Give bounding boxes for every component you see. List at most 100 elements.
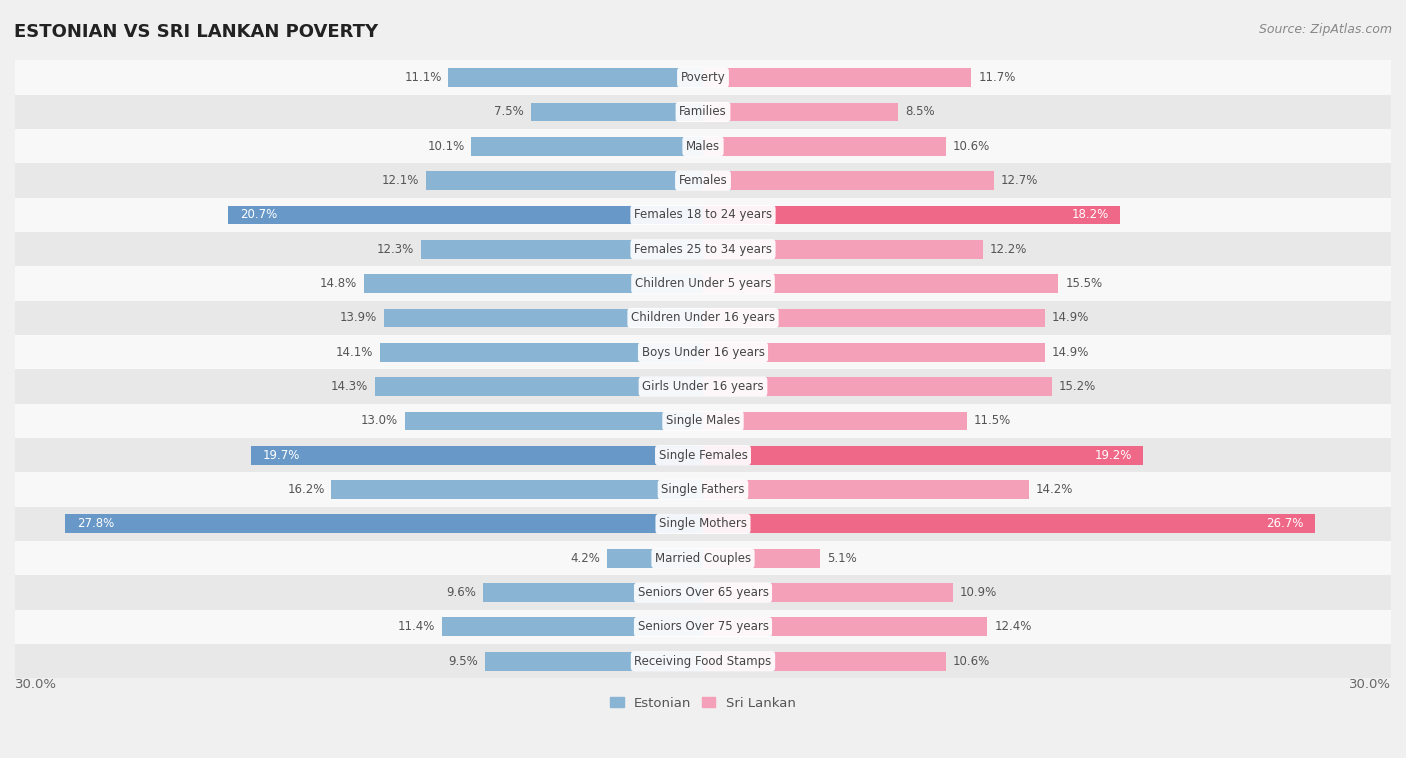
Bar [703,583,953,602]
Text: Single Mothers: Single Mothers [659,518,747,531]
Text: Single Males: Single Males [666,415,740,428]
Text: Seniors Over 75 years: Seniors Over 75 years [637,621,769,634]
Bar [703,377,1052,396]
Bar [703,343,1045,362]
Bar [332,480,703,499]
Text: Families: Families [679,105,727,118]
Bar [482,583,703,602]
Text: 11.1%: 11.1% [404,71,441,84]
Text: 15.2%: 15.2% [1059,380,1095,393]
Bar [15,644,1391,678]
Bar [703,171,994,190]
Bar [15,232,1391,267]
Bar [426,171,703,190]
Text: 12.4%: 12.4% [994,621,1032,634]
Bar [703,515,1316,534]
Text: Females: Females [679,174,727,187]
Bar [485,652,703,671]
Bar [449,68,703,87]
Text: 8.5%: 8.5% [905,105,935,118]
Text: Single Females: Single Females [658,449,748,462]
Bar [15,164,1391,198]
Bar [15,404,1391,438]
Bar [252,446,703,465]
Text: 30.0%: 30.0% [15,678,58,691]
Text: 14.9%: 14.9% [1052,312,1090,324]
Text: 7.5%: 7.5% [495,105,524,118]
Bar [703,652,946,671]
Bar [703,549,820,568]
Text: Children Under 5 years: Children Under 5 years [634,277,772,290]
Text: Females 18 to 24 years: Females 18 to 24 years [634,208,772,221]
Bar [15,267,1391,301]
Bar [441,618,703,637]
Bar [15,438,1391,472]
Text: 10.9%: 10.9% [960,586,997,599]
Text: 10.6%: 10.6% [953,655,990,668]
Text: 19.7%: 19.7% [263,449,299,462]
Text: 4.2%: 4.2% [569,552,600,565]
Text: 20.7%: 20.7% [240,208,277,221]
Text: 13.9%: 13.9% [340,312,377,324]
Bar [703,240,983,258]
Bar [703,274,1059,293]
Bar [364,274,703,293]
Text: 16.2%: 16.2% [287,483,325,496]
Text: Single Fathers: Single Fathers [661,483,745,496]
Bar [420,240,703,258]
Bar [15,541,1391,575]
Text: 18.2%: 18.2% [1071,208,1109,221]
Text: 11.7%: 11.7% [979,71,1015,84]
Bar [15,198,1391,232]
Text: Married Couples: Married Couples [655,552,751,565]
Text: 19.2%: 19.2% [1094,449,1132,462]
Bar [15,609,1391,644]
Text: 14.9%: 14.9% [1052,346,1090,359]
Bar [531,102,703,121]
Text: Source: ZipAtlas.com: Source: ZipAtlas.com [1258,23,1392,36]
Legend: Estonian, Sri Lankan: Estonian, Sri Lankan [605,691,801,715]
Bar [380,343,703,362]
Text: 26.7%: 26.7% [1267,518,1303,531]
Bar [15,301,1391,335]
Bar [703,102,898,121]
Text: ESTONIAN VS SRI LANKAN POVERTY: ESTONIAN VS SRI LANKAN POVERTY [14,23,378,41]
Bar [471,137,703,155]
Bar [15,507,1391,541]
Text: 12.1%: 12.1% [381,174,419,187]
Bar [703,205,1121,224]
Text: 9.6%: 9.6% [446,586,477,599]
Bar [15,129,1391,164]
Bar [66,515,703,534]
Bar [405,412,703,431]
Text: 14.3%: 14.3% [330,380,368,393]
Text: 10.6%: 10.6% [953,139,990,153]
Bar [703,446,1143,465]
Text: 9.5%: 9.5% [449,655,478,668]
Bar [606,549,703,568]
Text: 14.1%: 14.1% [336,346,373,359]
Bar [384,309,703,327]
Text: 5.1%: 5.1% [827,552,856,565]
Text: Seniors Over 65 years: Seniors Over 65 years [637,586,769,599]
Bar [15,95,1391,129]
Bar [703,412,967,431]
Text: 30.0%: 30.0% [1348,678,1391,691]
Text: 14.8%: 14.8% [319,277,357,290]
Text: 12.7%: 12.7% [1001,174,1039,187]
Bar [703,68,972,87]
Bar [15,575,1391,609]
Text: Males: Males [686,139,720,153]
Bar [703,137,946,155]
Text: Females 25 to 34 years: Females 25 to 34 years [634,243,772,255]
Text: Boys Under 16 years: Boys Under 16 years [641,346,765,359]
Bar [15,472,1391,507]
Bar [15,61,1391,95]
Bar [703,309,1045,327]
Text: 27.8%: 27.8% [77,518,114,531]
Text: 11.5%: 11.5% [973,415,1011,428]
Bar [703,480,1029,499]
Text: 13.0%: 13.0% [361,415,398,428]
Bar [15,369,1391,404]
Text: 11.4%: 11.4% [398,621,434,634]
